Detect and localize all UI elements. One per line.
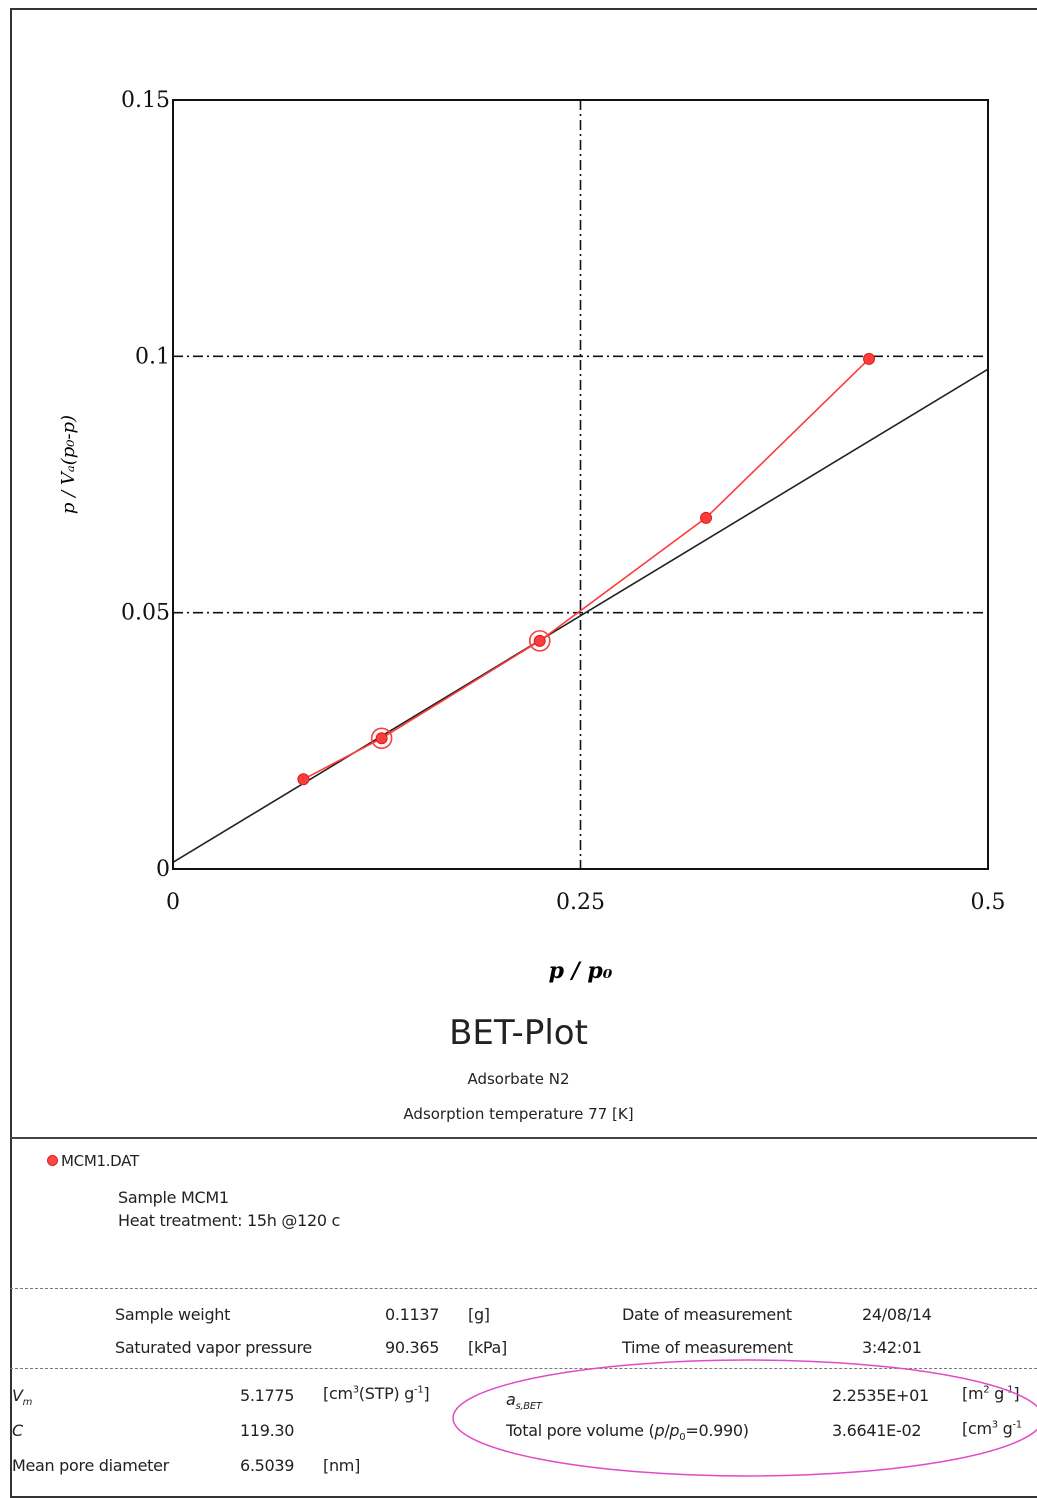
y-tick-label: 0 [156,857,170,882]
data-point-3 [700,511,713,524]
highlight-ring-2 [528,630,551,652]
data-point-1 [375,732,388,745]
date-value: 24/08/14 [862,1305,932,1324]
time-value: 3:42:01 [862,1338,922,1357]
adsorbate-text: Adsorbate N2 [467,1070,570,1088]
vm-label: Vm [12,1386,33,1409]
vm-value: 5.1775 [240,1386,295,1405]
bet-plot-chart: 0 0.25 0.5 0 0.05 0.1 0.15 p / p₀ p / Vₐ(p₀-p) [58,88,1006,984]
tick-labels: 0 0.25 0.5 0 0.05 0.1 0.15 [121,88,1005,915]
adsorption-temperature-text: Adsorption temperature 77 [K] [403,1105,634,1123]
y-tick-label: 0.05 [121,601,170,626]
heat-treatment: Heat treatment: 15h @120 c [118,1211,340,1230]
sample-weight-unit: [g] [468,1305,490,1324]
vm-unit: [cm3(STP) g-1] [323,1384,430,1403]
sample-name: Sample MCM1 [118,1188,229,1207]
svp-label: Saturated vapor pressure [115,1338,312,1357]
series-line-0 [303,358,870,780]
as-bet-label: as,BET [506,1390,542,1413]
time-label: Time of measurement [622,1338,793,1357]
svp-unit: [kPa] [468,1338,507,1357]
data-point-2 [533,634,546,647]
highlight-ring-1 [370,727,393,750]
total-pore-volume-label: Total pore volume (p/p0=0.990) [506,1421,749,1444]
chart-title: BET-Plot [449,1013,588,1053]
sample-weight-label: Sample weight [115,1305,231,1324]
legend-marker-icon [47,1155,58,1166]
dashed-divider-2 [10,1368,1037,1369]
sample-weight-value: 0.1137 [385,1305,440,1324]
mean-pore-diameter-value: 6.5039 [240,1456,295,1475]
data-point-4 [863,352,876,365]
c-value: 119.30 [240,1421,295,1440]
svp-value: 90.365 [385,1338,440,1357]
data-point-0 [297,773,310,786]
as-bet-unit: [m2 g-1] [962,1384,1020,1403]
section-divider [10,1137,1037,1139]
c-label: C [12,1421,23,1440]
x-tick-label: 0 [166,890,180,915]
total-pore-volume-value: 3.6641E-02 [832,1421,922,1440]
mean-pore-diameter-unit: [nm] [323,1456,361,1475]
grid-lines [173,100,988,869]
y-axis-label: p / Vₐ(p₀-p) [58,415,79,514]
legend-file-label: MCM1.DAT [61,1152,139,1170]
y-tick-label: 0.1 [135,344,170,369]
x-axis-label: p / p₀ [549,958,613,984]
as-bet-value: 2.2535E+01 [832,1386,929,1405]
total-pore-volume-unit: [cm3 g-1 [962,1419,1022,1438]
x-tick-label: 0.5 [971,890,1006,915]
y-tick-label: 0.15 [121,88,170,113]
series-group [297,352,876,786]
x-tick-label: 0.25 [556,890,605,915]
date-label: Date of measurement [622,1305,792,1324]
plot-border [172,99,989,870]
mean-pore-diameter-label: Mean pore diameter [12,1456,169,1475]
dashed-divider-1 [10,1288,1037,1289]
